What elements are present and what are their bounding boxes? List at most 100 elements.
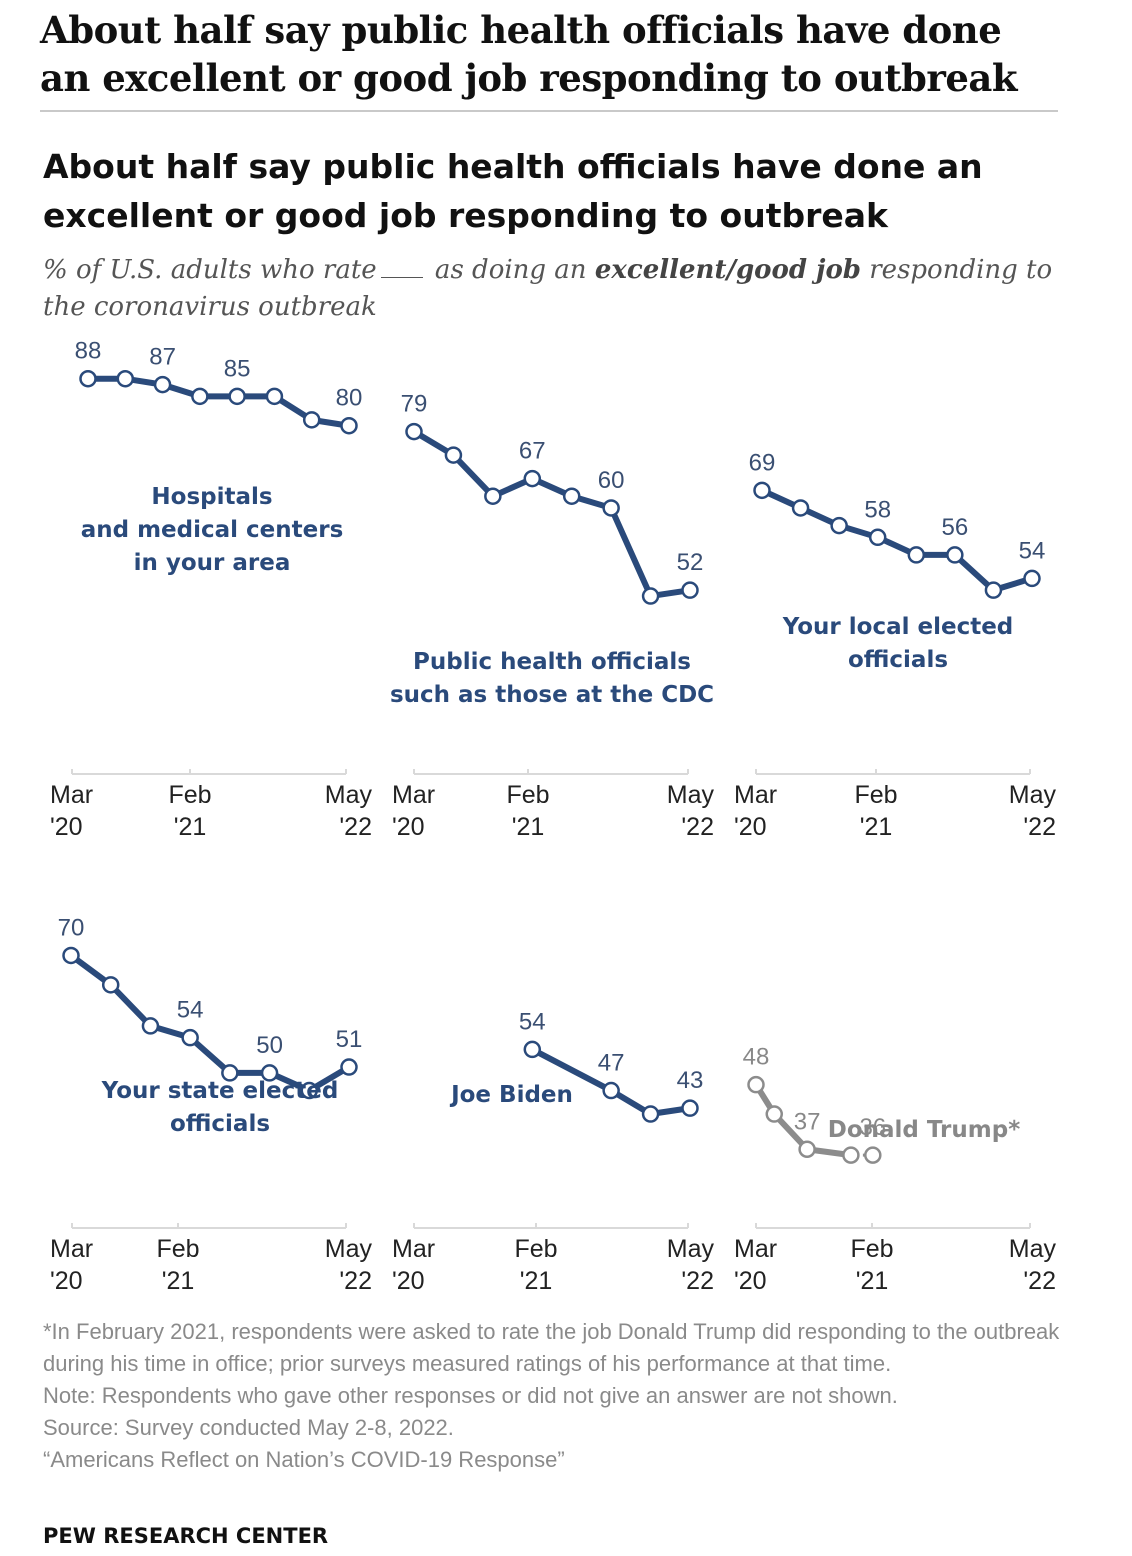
pew-research-center-logo: PEW RESEARCH CENTER [43, 1524, 329, 1548]
data-point [681, 581, 699, 599]
data-point [864, 1146, 882, 1164]
data-label: 60 [598, 467, 625, 494]
x-tick-label-year: '21 [856, 1267, 889, 1295]
x-tick-label-year: '22 [1023, 813, 1056, 841]
x-tick-label-month: Mar [734, 1235, 777, 1263]
x-tick-label-month: Feb [506, 781, 549, 809]
x-tick-label-month: May [325, 1235, 373, 1263]
data-point [191, 387, 209, 406]
x-tick-label-month: Feb [168, 781, 211, 809]
note-text: Note: Respondents who gave other respons… [43, 1383, 898, 1408]
data-label: 52 [677, 549, 704, 576]
chart-title: About half say public health officials h… [43, 147, 983, 235]
series-label: Joe Biden [449, 1082, 573, 1108]
data-point [444, 446, 463, 464]
chart-panel-3: Mar '20 Feb '21 May '22 69 58 56 54 Your local ele… [734, 449, 1056, 841]
data-point [221, 1064, 239, 1082]
data-point [141, 1017, 160, 1035]
series-label: Hospitals [151, 484, 272, 510]
subtitle-text-end: responding to the coronavirus outbreak [43, 255, 1053, 322]
data-label: 43 [677, 1067, 704, 1094]
series-label: Your state elected [101, 1078, 339, 1104]
data-point [765, 1105, 783, 1123]
data-label: 48 [743, 1044, 770, 1071]
series-line [529, 1046, 693, 1118]
data-label: 70 [58, 914, 85, 941]
chart-panel-5: Mar '20 Feb '21 May '22 54 47 43 Joe Biden [392, 1008, 714, 1295]
data-point [1023, 569, 1041, 588]
data-point [562, 487, 581, 505]
x-tick-label-year: '20 [392, 1267, 425, 1295]
subtitle-blank [380, 277, 423, 278]
data-point [181, 1028, 199, 1047]
data-label: 80 [336, 385, 363, 412]
data-point [984, 581, 1003, 599]
data-point [300, 1081, 319, 1100]
data-point [641, 587, 660, 605]
x-tick-label-month: Feb [156, 1235, 199, 1263]
x-tick-label-year: '20 [734, 1267, 767, 1295]
data-point [842, 1146, 860, 1164]
data-point [228, 387, 246, 406]
data-label: 54 [519, 1008, 546, 1035]
x-tick-label-month: Feb [854, 781, 897, 809]
chart-panel-2: Mar '20 Feb '21 May '22 79 67 60 52 Public health … [390, 391, 715, 841]
series-line [68, 952, 352, 1094]
data-label: 54 [1019, 537, 1046, 564]
data-point [641, 1105, 660, 1123]
footnotes: *In February 2021, respondents were aske… [43, 1316, 1083, 1476]
chart-panel-1: Mar '20 Feb '21 May '22 88 87 85 80 Hospitals and m… [50, 338, 372, 841]
x-tick-label-year: '20 [392, 813, 425, 841]
x-tick-label-year: '22 [681, 1267, 714, 1295]
data-label: 67 [519, 438, 546, 465]
data-label: 50 [256, 1032, 283, 1059]
data-label: 37 [794, 1108, 821, 1135]
data-point [830, 516, 848, 535]
title-divider [40, 110, 1058, 112]
x-tick-label-year: '21 [512, 813, 545, 841]
trump-footnote: *In February 2021, respondents were aske… [43, 1319, 1060, 1376]
series-label: such as those at the CDC [390, 682, 714, 708]
data-point [260, 1064, 279, 1082]
x-tick-label-month: May [667, 781, 715, 809]
series-label: in your area [134, 550, 291, 576]
data-point [62, 946, 80, 965]
data-label: 54 [177, 997, 204, 1024]
data-label: 51 [336, 1026, 363, 1053]
data-label: 36 [859, 1114, 886, 1141]
series-label: officials [848, 647, 948, 673]
data-point [681, 1099, 699, 1117]
x-tick-label-month: Mar [734, 781, 777, 809]
data-point [405, 422, 423, 441]
x-tick-label-year: '20 [734, 813, 767, 841]
data-point [791, 499, 810, 517]
data-label: 58 [864, 496, 891, 523]
data-point [868, 528, 887, 547]
data-point [484, 487, 502, 505]
x-tick-label-month: Mar [392, 1235, 435, 1263]
series-line [411, 428, 693, 600]
data-point [753, 481, 771, 500]
data-point [907, 546, 926, 564]
data-label: 69 [749, 449, 776, 476]
subtitle-text-mid: as doing an [426, 255, 595, 285]
series-label: Donald Trump* [828, 1117, 1020, 1143]
data-point [798, 1140, 816, 1159]
x-tick-label-month: Feb [850, 1235, 893, 1263]
data-point [747, 1075, 765, 1094]
data-point [340, 1058, 358, 1076]
source-text: Source: Survey conducted May 2-8, 2022. [43, 1415, 454, 1440]
data-label: 85 [224, 355, 251, 382]
data-label: 87 [149, 344, 176, 371]
chart-panel-4: Mar '20 Feb '21 May '22 70 54 50 51 Your state ele… [50, 914, 372, 1295]
x-tick-label-year: '21 [174, 813, 207, 841]
article-title: About half say public health officials h… [40, 8, 1018, 100]
data-point [265, 387, 284, 406]
data-label: 79 [401, 391, 428, 418]
data-point [79, 369, 97, 388]
x-tick-label-year: '21 [860, 813, 893, 841]
x-tick-label-month: May [325, 781, 373, 809]
x-tick-label-year: '22 [339, 813, 372, 841]
